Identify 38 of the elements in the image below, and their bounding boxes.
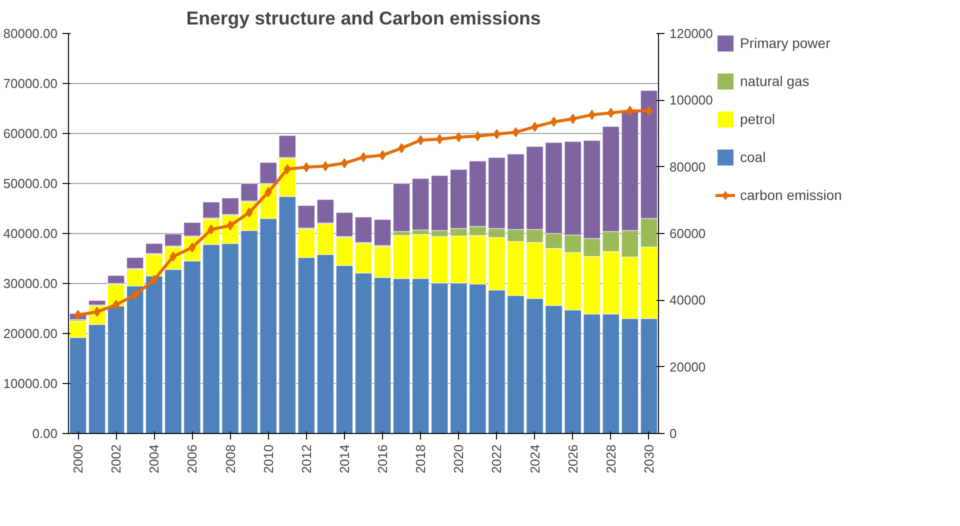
legend-label: carbon emission — [740, 187, 842, 203]
legend-label: natural gas — [740, 73, 810, 89]
y-tick-label: 30000.00 — [3, 276, 58, 291]
y-tick-label: 60000.00 — [3, 126, 58, 141]
x-tick-label: 2018 — [413, 444, 428, 474]
y-tick-label: 50000.00 — [3, 176, 58, 191]
y2-tick-label: 20000 — [670, 359, 706, 374]
x-tick-label: 2012 — [298, 444, 314, 474]
y-tick-label: 40000.00 — [3, 226, 58, 241]
x-tick-label: 2008 — [222, 444, 238, 474]
y2-tick-label: 100000 — [670, 92, 713, 108]
x-tick-label: 2016 — [375, 444, 390, 474]
x-tick-label: 2006 — [184, 444, 200, 474]
legend-label: coal — [740, 149, 766, 165]
legend-label: Primary power — [740, 35, 830, 51]
y2-tick-label: 40000 — [670, 292, 706, 308]
y2-tick-label: 80000 — [670, 159, 706, 174]
x-tick-label: 2004 — [146, 444, 162, 474]
y2-tick-label: 0 — [670, 426, 677, 441]
y-tick-label: 70000.00 — [3, 76, 58, 91]
y-tick-label: 0.00 — [32, 426, 58, 441]
x-tick-label: 2028 — [603, 444, 618, 474]
y-tick-label: 10000.00 — [3, 376, 58, 391]
x-tick-label: 2002 — [108, 444, 124, 474]
x-tick-label: 2020 — [451, 444, 466, 474]
x-tick-label: 2010 — [260, 444, 276, 474]
x-tick-label: 2000 — [70, 444, 86, 474]
legend-label: petrol — [740, 111, 776, 127]
y2-tick-label: 60000 — [670, 226, 706, 241]
x-tick-label: 2024 — [527, 444, 542, 474]
y2-tick-label: 120000 — [670, 26, 713, 41]
y-tick-label: 20000.00 — [3, 326, 58, 341]
x-tick-label: 2014 — [336, 444, 352, 474]
y-tick-label: 80000.00 — [3, 26, 58, 41]
x-tick-label: 2022 — [489, 444, 504, 474]
chart-title: Energy structure and Carbon emissions — [186, 8, 541, 28]
x-tick-label: 2026 — [565, 444, 580, 474]
x-tick-label: 2030 — [641, 444, 656, 474]
